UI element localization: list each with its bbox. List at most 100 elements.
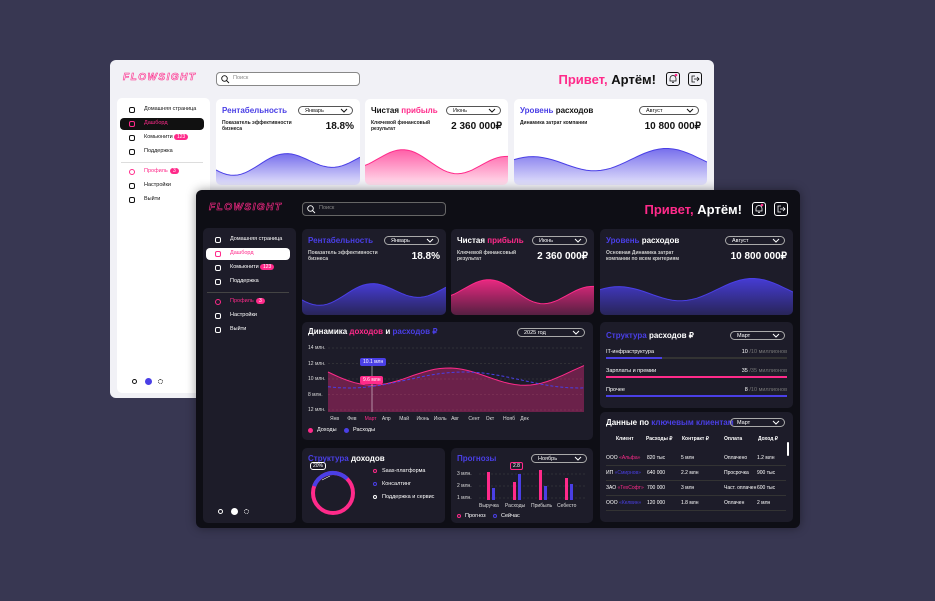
nav-label: Настройки — [230, 312, 257, 318]
nav-item[interactable]: Профиль 3 — [120, 166, 204, 178]
dropdown[interactable]: Март — [730, 331, 785, 340]
logout-button[interactable] — [774, 202, 788, 216]
dropdown-value: Август — [732, 238, 749, 244]
search-box[interactable]: Поиск — [216, 72, 360, 86]
search-icon — [221, 75, 230, 84]
nav-item[interactable]: Выйти — [120, 194, 204, 206]
nav-item[interactable]: Дашборд — [120, 118, 204, 130]
expense-value: 35 — [741, 368, 748, 374]
panel-title: Уровень расходов — [520, 106, 593, 115]
title-part: расходов ₽ — [392, 327, 438, 336]
legend-label: Сейчас — [501, 513, 520, 519]
nav-item[interactable]: Настройки — [206, 310, 290, 322]
metric-value: 18.8% — [411, 251, 440, 262]
greeting-name: Артём! — [611, 72, 656, 87]
client-type: ООО — [606, 455, 618, 461]
theme-toggle[interactable] — [218, 508, 252, 517]
table-cell: Просрочка — [724, 470, 749, 476]
table-cell: 900 тыс — [757, 470, 776, 476]
dropdown[interactable]: Июнь — [532, 236, 587, 245]
table-cell: Оплачено — [724, 455, 748, 461]
metric-card: Уровень расходов Август Основная Динамика … — [600, 229, 793, 315]
expense-line — [327, 371, 585, 389]
nav-item[interactable]: Поддержка — [206, 276, 290, 288]
current-bar — [544, 486, 547, 500]
chevron — [574, 238, 582, 243]
nav-item[interactable]: Профиль 3 — [206, 296, 290, 308]
toggle-knob — [145, 378, 152, 385]
nav-item[interactable]: Поддержка — [120, 146, 204, 158]
chevron-path — [772, 420, 780, 425]
dropdown[interactable]: Январь — [298, 106, 353, 115]
dropdown[interactable]: Январь — [384, 236, 439, 245]
dropdown[interactable]: 2025 год — [517, 328, 585, 337]
legend-dot — [493, 514, 497, 518]
nav-item[interactable]: Настройки — [120, 180, 204, 192]
chevron-path — [574, 456, 582, 461]
table-cell: 120 000 — [647, 500, 666, 506]
legend-label: Прогноз — [465, 513, 486, 519]
search-box[interactable]: Поиск — [302, 202, 446, 216]
donut-label: 20% — [310, 462, 327, 470]
dropdown[interactable]: Август — [639, 106, 699, 115]
x-tick-label: Выручка — [479, 503, 499, 509]
legend-label: Расходы — [353, 427, 376, 433]
donut-segment — [311, 470, 355, 515]
sun-icon — [158, 379, 163, 384]
dropdown-value: Март — [737, 333, 751, 339]
search-icon — [307, 205, 316, 214]
nav-badge: 3 — [170, 168, 179, 174]
y-tick-label: 1 млн. — [457, 495, 472, 501]
greeting: Привет, Артём! — [559, 72, 656, 87]
notifications-button[interactable] — [752, 202, 766, 216]
table-header: Клиент — [616, 436, 634, 442]
table-header: Расходы ₽ — [646, 436, 673, 442]
wave-area — [365, 149, 508, 185]
nav-item[interactable]: Домашняя страница — [206, 234, 290, 246]
nav-label: Профиль — [230, 298, 254, 304]
x-tick-label: Дек — [520, 416, 529, 422]
nav-label: Комьюнити — [144, 134, 173, 140]
nav-item[interactable]: Дашборд — [206, 248, 290, 260]
table-cell: 700 000 — [647, 485, 666, 491]
legend-dot — [308, 428, 313, 433]
title-part: доходов — [349, 327, 384, 336]
nav-icon — [129, 169, 135, 175]
forecast-chart — [479, 470, 587, 500]
chevron — [686, 108, 694, 113]
tooltip: 9.6 млн — [360, 376, 384, 384]
nav-item[interactable]: Комьюнити 123 — [120, 132, 204, 144]
sun-icon — [244, 509, 249, 514]
search-placeholder: Поиск — [319, 205, 335, 211]
title-part: прибыль — [487, 236, 524, 245]
x-tick-label: Окт — [485, 416, 495, 422]
icon — [307, 205, 314, 212]
nav-badge: 3 — [256, 298, 265, 304]
table-cell: 1.8 млн — [681, 500, 699, 506]
dropdown[interactable]: Август — [725, 236, 785, 245]
wave-line — [216, 153, 360, 176]
nav-item[interactable]: Выйти — [206, 324, 290, 336]
dropdown-value: Март — [737, 420, 751, 426]
wave-chart — [600, 278, 793, 315]
nav-label: Профиль — [144, 168, 168, 174]
icon — [777, 205, 786, 213]
dropdown[interactable]: Ноябрь — [531, 454, 587, 463]
dynamics-chart — [327, 347, 585, 412]
nav-icon — [215, 237, 221, 243]
x-tick-label: Сент — [468, 416, 480, 422]
client-brand: «ТехСофт» — [617, 485, 644, 491]
logout-button[interactable] — [688, 72, 702, 86]
moon-icon — [132, 379, 137, 384]
nav-item[interactable]: Домашняя страница — [120, 104, 204, 116]
dropdown[interactable]: Июнь — [446, 106, 501, 115]
theme-toggle[interactable] — [132, 378, 166, 387]
notifications-button[interactable] — [666, 72, 680, 86]
table-header: Оплата — [724, 436, 743, 442]
nav-item[interactable]: Комьюнити 123 — [206, 262, 290, 274]
expense-value: 10 — [741, 349, 748, 355]
panel-title: Прогнозы — [457, 454, 497, 463]
greeting-hi: Привет, — [644, 202, 694, 217]
x-tick-label: Июнь — [416, 416, 430, 422]
dropdown[interactable]: Март — [730, 418, 785, 427]
